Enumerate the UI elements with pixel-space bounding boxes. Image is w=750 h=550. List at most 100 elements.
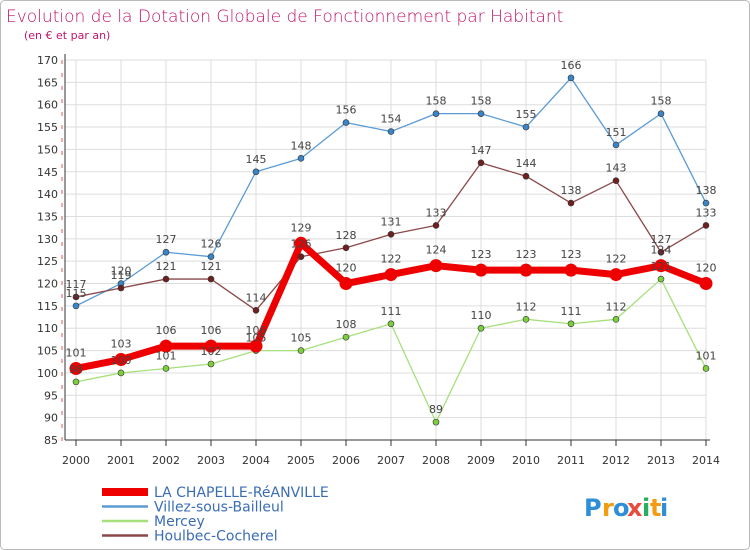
data-label: 106 xyxy=(201,324,222,337)
brand-logo-letter: i xyxy=(642,494,650,522)
data-label: 111 xyxy=(561,305,582,318)
data-label: 124 xyxy=(426,244,447,257)
y-tick-label: 85 xyxy=(44,434,58,447)
data-label: 131 xyxy=(381,215,402,228)
data-label: 126 xyxy=(291,238,312,251)
data-point xyxy=(612,177,620,185)
data-point xyxy=(654,259,668,273)
data-label: 112 xyxy=(516,300,537,313)
data-point xyxy=(522,315,530,323)
data-point xyxy=(384,268,398,282)
data-point xyxy=(522,172,530,180)
data-point xyxy=(657,275,665,283)
chart-subtitle: (en € et par an) xyxy=(24,29,110,42)
data-label: 133 xyxy=(426,206,447,219)
y-tick-label: 135 xyxy=(37,210,58,223)
y-tick-label: 95 xyxy=(44,389,58,402)
data-point xyxy=(204,339,218,353)
data-point xyxy=(252,168,260,176)
data-label: 117 xyxy=(66,278,87,291)
data-point xyxy=(657,110,665,117)
y-tick-label: 160 xyxy=(37,99,58,112)
data-label: 123 xyxy=(471,248,492,261)
data-point xyxy=(567,74,575,82)
data-label: 119 xyxy=(111,269,132,282)
data-point xyxy=(159,339,173,353)
data-label: 121 xyxy=(156,260,177,273)
data-label: 143 xyxy=(606,162,627,175)
data-point xyxy=(342,119,350,126)
data-label: 138 xyxy=(561,184,582,197)
data-point xyxy=(207,275,215,283)
data-point xyxy=(612,141,620,149)
y-tick-label: 155 xyxy=(37,121,58,134)
data-label: 154 xyxy=(381,113,402,126)
data-point xyxy=(117,284,125,292)
x-tick-label: 2012 xyxy=(602,454,630,467)
data-point xyxy=(522,123,530,131)
data-point xyxy=(387,320,395,328)
data-point xyxy=(702,199,710,207)
data-point xyxy=(429,259,443,273)
data-label: 105 xyxy=(291,332,312,345)
x-tick-label: 2001 xyxy=(107,454,135,467)
data-label: 158 xyxy=(651,95,672,108)
y-tick-label: 170 xyxy=(37,54,58,67)
data-label: 123 xyxy=(561,248,582,261)
brand-logo-letter: o xyxy=(613,494,630,522)
data-label: 111 xyxy=(381,305,402,318)
data-point xyxy=(702,365,710,372)
data-point xyxy=(477,110,485,117)
data-point xyxy=(72,302,80,310)
data-label: 101 xyxy=(696,349,717,362)
y-tick-label: 130 xyxy=(37,233,58,246)
y-tick-label: 165 xyxy=(37,76,58,89)
data-label: 115 xyxy=(66,287,87,300)
data-point xyxy=(657,248,665,256)
data-label: 89 xyxy=(429,403,443,416)
legend-label: Houlbec-Cocherel xyxy=(154,529,278,545)
data-label: 108 xyxy=(336,318,357,331)
data-label: 122 xyxy=(381,253,402,266)
y-tick-label: 110 xyxy=(37,322,58,335)
data-point xyxy=(162,365,170,372)
y-tick-label: 105 xyxy=(37,345,58,358)
data-point xyxy=(387,128,395,135)
data-point xyxy=(432,110,440,117)
y-tick-label: 90 xyxy=(44,412,58,425)
x-tick-label: 2007 xyxy=(377,454,405,467)
x-tick-label: 2003 xyxy=(197,454,225,467)
data-label: 128 xyxy=(336,229,357,242)
data-point xyxy=(252,307,260,314)
data-point xyxy=(162,275,170,283)
data-label: 144 xyxy=(516,157,537,170)
data-point xyxy=(519,263,533,277)
data-label: 120 xyxy=(336,262,357,275)
data-point xyxy=(609,268,623,282)
data-label: 127 xyxy=(651,233,672,246)
data-label: 98 xyxy=(69,363,83,376)
y-tick-label: 100 xyxy=(37,367,58,380)
x-tick-label: 2008 xyxy=(422,454,450,467)
data-label: 151 xyxy=(606,126,627,139)
data-point xyxy=(72,293,80,301)
chart-title: Evolution de la Dotation Globale de Fonc… xyxy=(6,7,563,27)
data-label: 158 xyxy=(426,95,447,108)
data-label: 138 xyxy=(696,184,717,197)
data-point xyxy=(612,315,620,323)
data-point xyxy=(69,361,83,375)
data-point xyxy=(387,231,395,238)
data-label: 114 xyxy=(246,291,267,304)
x-tick-label: 2000 xyxy=(62,454,90,467)
data-label: 124 xyxy=(651,244,672,257)
data-label: 158 xyxy=(471,95,492,108)
data-point xyxy=(567,199,575,207)
brand-logo-letter: x xyxy=(627,494,643,522)
data-point xyxy=(339,277,353,291)
x-tick-label: 2005 xyxy=(287,454,315,467)
data-label: 156 xyxy=(336,104,357,117)
data-label: 122 xyxy=(606,253,627,266)
data-label: 148 xyxy=(291,139,312,152)
y-tick-label: 140 xyxy=(37,188,58,201)
